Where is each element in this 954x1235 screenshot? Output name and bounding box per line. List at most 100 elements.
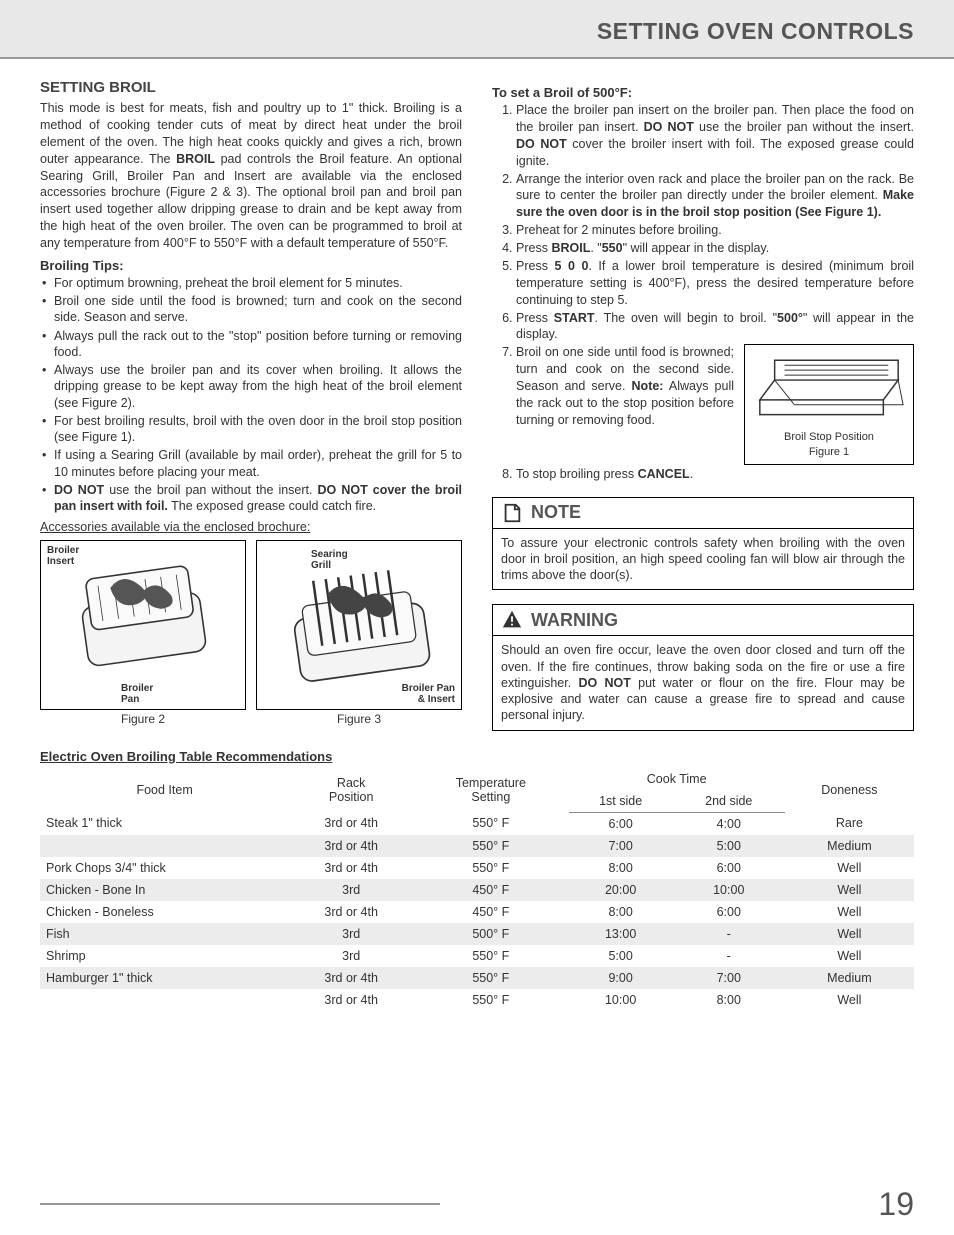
cell-done: Well [785, 989, 914, 1011]
cell-side1: 8:00 [569, 901, 673, 923]
tip-item: If using a Searing Grill (available by m… [40, 447, 462, 480]
cell-food [40, 989, 289, 1011]
fig3-label-grill: SearingGrill [311, 549, 348, 571]
tip-item: For best broiling results, broil with th… [40, 413, 462, 446]
cell-side2: 4:00 [673, 812, 785, 835]
fig3-label-paninsert: Broiler Pan& Insert [402, 683, 455, 705]
step-7: Broil on one side until food is browned;… [516, 344, 914, 465]
table-row: 3rd or 4th550° F7:005:00Medium [40, 835, 914, 857]
cell-rack: 3rd or 4th [289, 901, 413, 923]
page-title: SETTING OVEN CONTROLS [597, 18, 914, 44]
warning-title: WARNING [531, 610, 618, 631]
cell-food: Fish [40, 923, 289, 945]
tip-item: Always use the broiler pan and its cover… [40, 362, 462, 411]
table-section: Electric Oven Broiling Table Recommendat… [0, 749, 954, 1011]
cell-side1: 8:00 [569, 857, 673, 879]
cell-rack: 3rd [289, 923, 413, 945]
table-row: 3rd or 4th550° F10:008:00Well [40, 989, 914, 1011]
cell-done: Medium [785, 835, 914, 857]
fig3-caption: Figure 3 [256, 712, 462, 726]
note-icon [501, 502, 523, 524]
cell-temp: 500° F [413, 923, 568, 945]
accessories-line: Accessories available via the enclosed b… [40, 520, 462, 534]
table-row: Fish3rd500° F13:00-Well [40, 923, 914, 945]
cell-temp: 550° F [413, 857, 568, 879]
figure-3: SearingGrill Broiler Pan& Insert [256, 540, 462, 710]
cell-food: Chicken - Bone In [40, 879, 289, 901]
cell-side1: 10:00 [569, 989, 673, 1011]
table-row: Chicken - Bone In3rd450° F20:0010:00Well [40, 879, 914, 901]
header-bar: SETTING OVEN CONTROLS [0, 0, 954, 59]
th-food: Food Item [40, 768, 289, 813]
warning-icon [501, 609, 523, 631]
step: Press BROIL. "550" will appear in the di… [516, 240, 914, 257]
cell-temp: 550° F [413, 835, 568, 857]
cell-side1: 20:00 [569, 879, 673, 901]
figure-row: BroilerInsert BroilerPan [40, 540, 462, 726]
fig2-label-pan: BroilerPan [121, 683, 153, 705]
oven-door-icon [745, 345, 913, 425]
footer-rule [40, 1203, 440, 1205]
broil-table: Food Item RackPosition TemperatureSettin… [40, 768, 914, 1011]
warning-body: Should an oven fire occur, leave the ove… [493, 636, 913, 729]
note-title: NOTE [531, 502, 581, 523]
cell-done: Well [785, 945, 914, 967]
th-rack: RackPosition [289, 768, 413, 813]
step: Press START. The oven will begin to broi… [516, 310, 914, 344]
tips-list: For optimum browning, preheat the broil … [40, 275, 462, 515]
cell-rack: 3rd or 4th [289, 857, 413, 879]
cell-side2: 10:00 [673, 879, 785, 901]
fig1-caption1: Broil Stop Position [745, 430, 913, 445]
cell-done: Well [785, 901, 914, 923]
warning-box: WARNING Should an oven fire occur, leave… [492, 604, 914, 730]
section-title: SETTING BROIL [40, 79, 462, 96]
table-row: Steak 1" thick3rd or 4th550° F6:004:00Ra… [40, 812, 914, 835]
cell-food: Shrimp [40, 945, 289, 967]
cell-food: Chicken - Boneless [40, 901, 289, 923]
cell-side1: 13:00 [569, 923, 673, 945]
fig2-caption: Figure 2 [40, 712, 246, 726]
cell-rack: 3rd [289, 945, 413, 967]
th-cook: Cook Time [569, 768, 785, 790]
cell-side2: 6:00 [673, 901, 785, 923]
cell-temp: 450° F [413, 879, 568, 901]
table-row: Pork Chops 3/4" thick3rd or 4th550° F8:0… [40, 857, 914, 879]
table-row: Hamburger 1" thick3rd or 4th550° F9:007:… [40, 967, 914, 989]
figure-2: BroilerInsert BroilerPan [40, 540, 246, 710]
cell-temp: 550° F [413, 989, 568, 1011]
step-8: To stop broiling press CANCEL. [516, 466, 914, 483]
th-side1: 1st side [569, 790, 673, 813]
step7-text: Broil on one side until food is browned;… [516, 344, 734, 428]
tips-heading: Broiling Tips: [40, 258, 462, 273]
cell-done: Well [785, 923, 914, 945]
cell-rack: 3rd or 4th [289, 989, 413, 1011]
cell-temp: 550° F [413, 945, 568, 967]
cell-rack: 3rd or 4th [289, 835, 413, 857]
tip-item: For optimum browning, preheat the broil … [40, 275, 462, 291]
figure-1: Broil Stop Position Figure 1 [744, 344, 914, 465]
cell-temp: 450° F [413, 901, 568, 923]
cell-done: Medium [785, 967, 914, 989]
note-body: To assure your electronic controls safet… [493, 529, 913, 590]
table-title: Electric Oven Broiling Table Recommendat… [40, 749, 914, 764]
cell-side2: 8:00 [673, 989, 785, 1011]
step: Preheat for 2 minutes before broiling. [516, 222, 914, 239]
cell-done: Well [785, 879, 914, 901]
left-column: SETTING BROIL This mode is best for meat… [40, 79, 462, 731]
cell-side2: 5:00 [673, 835, 785, 857]
set-heading: To set a Broil of 500°F: [492, 85, 914, 100]
cell-side1: 6:00 [569, 812, 673, 835]
table-row: Shrimp3rd550° F5:00-Well [40, 945, 914, 967]
cell-rack: 3rd or 4th [289, 812, 413, 835]
cell-temp: 550° F [413, 967, 568, 989]
cell-side2: 7:00 [673, 967, 785, 989]
step: Press 5 0 0. If a lower broil temperatur… [516, 258, 914, 309]
th-temp: TemperatureSetting [413, 768, 568, 813]
th-side2: 2nd side [673, 790, 785, 813]
right-column: To set a Broil of 500°F: Place the broil… [492, 79, 914, 731]
cell-side2: 6:00 [673, 857, 785, 879]
tip-item: Always pull the rack out to the "stop" p… [40, 328, 462, 361]
cell-done: Rare [785, 812, 914, 835]
cell-side2: - [673, 945, 785, 967]
cell-side1: 5:00 [569, 945, 673, 967]
